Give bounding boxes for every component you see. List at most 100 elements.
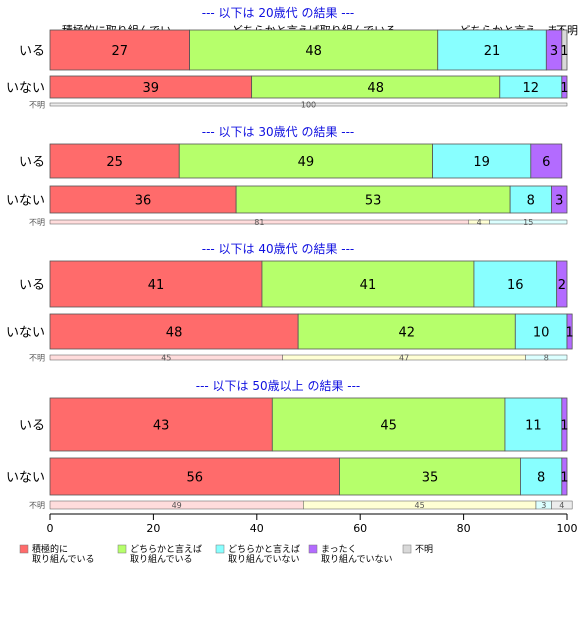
bar-segment	[525, 354, 568, 361]
bar-segment	[49, 397, 273, 452]
segment-value-label: 48	[166, 326, 183, 341]
row-label: いる	[19, 278, 45, 293]
bar-segment	[271, 397, 506, 452]
row-label: 不明	[29, 101, 45, 110]
segment-value-label: 3	[555, 194, 563, 209]
legend-label: 不明	[415, 544, 433, 555]
bar-segment	[561, 397, 568, 452]
group-title: --- 以下は 20歳代 の結果 ---	[202, 6, 355, 20]
bar-segment	[49, 185, 237, 214]
legend-label: 取り組んでいる	[32, 553, 95, 565]
bar-segment	[432, 143, 532, 179]
segment-value-label: 49	[172, 501, 182, 510]
segment-value-label: 11	[525, 419, 542, 434]
segment-value-label: 19	[473, 155, 490, 170]
bar-row: いない 36 53 8 3	[6, 185, 568, 214]
group-title: --- 以下は 30歳代 の結果 ---	[202, 125, 355, 139]
bar-segment	[561, 29, 568, 71]
legend-swatch	[19, 544, 29, 554]
segment-value-label: 35	[422, 471, 439, 486]
x-tick-label: 100	[557, 522, 578, 535]
row-label: いない	[6, 471, 45, 486]
segment-value-label: 3	[541, 501, 546, 510]
bar-row: 不明 45 47 8	[29, 354, 568, 363]
segment-value-label: 41	[148, 278, 165, 293]
legend-swatch	[117, 544, 127, 554]
segment-value-label: 21	[484, 44, 501, 59]
x-tick-label: 20	[146, 522, 160, 535]
segment-value-label: 48	[305, 44, 322, 59]
bar-segment	[514, 313, 568, 350]
bar-row: 不明 49 45 3 4	[29, 500, 573, 510]
segment-value-label: 45	[415, 501, 425, 510]
bar-segment	[520, 457, 563, 496]
segment-value-label: 6	[542, 155, 550, 170]
segment-value-label: 81	[254, 218, 264, 227]
bar-segment	[339, 457, 521, 496]
legend-label: 取り組んでいない	[228, 553, 300, 565]
segment-value-label: 49	[298, 155, 315, 170]
group-title: --- 以下は 40歳代 の結果 ---	[202, 242, 355, 256]
bar-segment	[49, 260, 263, 308]
bar-segment	[561, 457, 568, 496]
legend-item: 不明	[402, 544, 433, 555]
row-label: いる	[19, 155, 45, 170]
bar-segment	[551, 500, 573, 510]
segment-value-label: 8	[544, 354, 549, 363]
segment-value-label: 53	[365, 194, 382, 209]
bar-segment	[49, 102, 568, 107]
row-label: 不明	[29, 501, 45, 510]
segment-value-label: 1	[560, 44, 568, 59]
legend-swatch	[402, 544, 412, 554]
bar-row: 不明 81 4 15	[29, 218, 568, 227]
segment-value-label: 10	[533, 326, 550, 341]
bar-segment	[509, 185, 552, 214]
x-axis: 0 20 40 60 80 100	[47, 513, 578, 535]
bar-row: いない 39 48 12 1	[6, 75, 569, 99]
bar-row: 不明 100	[29, 101, 568, 110]
bar-segment	[437, 29, 547, 71]
segment-value-label: 42	[398, 326, 415, 341]
bar-row: いない 48 42 10 1	[6, 313, 574, 350]
x-tick-label: 60	[353, 522, 367, 535]
segment-value-label: 43	[153, 419, 170, 434]
bar-segment	[561, 75, 568, 99]
segment-value-label: 56	[186, 471, 203, 486]
bar-segment	[49, 313, 299, 350]
legend-label: まったく	[321, 544, 357, 555]
bar-segment	[504, 397, 563, 452]
bar-segment	[189, 29, 439, 71]
legend-label: 積極的に	[32, 543, 68, 555]
bar-row: いない 56 35 8 1	[6, 457, 569, 496]
bar-segment	[473, 260, 558, 308]
bar-segment	[49, 143, 180, 179]
bar-row: いる 43 45 11 1	[19, 397, 569, 452]
legend-label: どちらかと言えば	[130, 543, 202, 555]
legend-swatch	[215, 544, 225, 554]
segment-value-label: 12	[523, 81, 540, 96]
row-label: いない	[6, 81, 45, 96]
segment-value-label: 39	[143, 81, 160, 96]
segment-value-label: 100	[301, 101, 316, 110]
bar-segment	[551, 185, 568, 214]
group-3: --- 以下は 40歳代 の結果 --- いる 41 41 16 2 いない 48 42 10 1 不…	[6, 242, 574, 363]
segment-value-label: 25	[106, 155, 123, 170]
bar-segment	[489, 219, 568, 225]
row-label: いる	[19, 419, 45, 434]
segment-value-label: 48	[367, 81, 384, 96]
bar-row: いる 27 48 21 3 1	[19, 29, 569, 71]
segment-value-label: 2	[558, 278, 566, 293]
segment-value-label: 1	[560, 471, 568, 486]
row-label: いる	[19, 44, 45, 59]
segment-value-label: 47	[399, 354, 409, 363]
segment-value-label: 1	[565, 326, 573, 341]
bar-segment	[261, 260, 475, 308]
row-label: 不明	[29, 354, 45, 363]
segment-value-label: 4	[559, 501, 564, 510]
legend-swatch	[308, 544, 318, 554]
